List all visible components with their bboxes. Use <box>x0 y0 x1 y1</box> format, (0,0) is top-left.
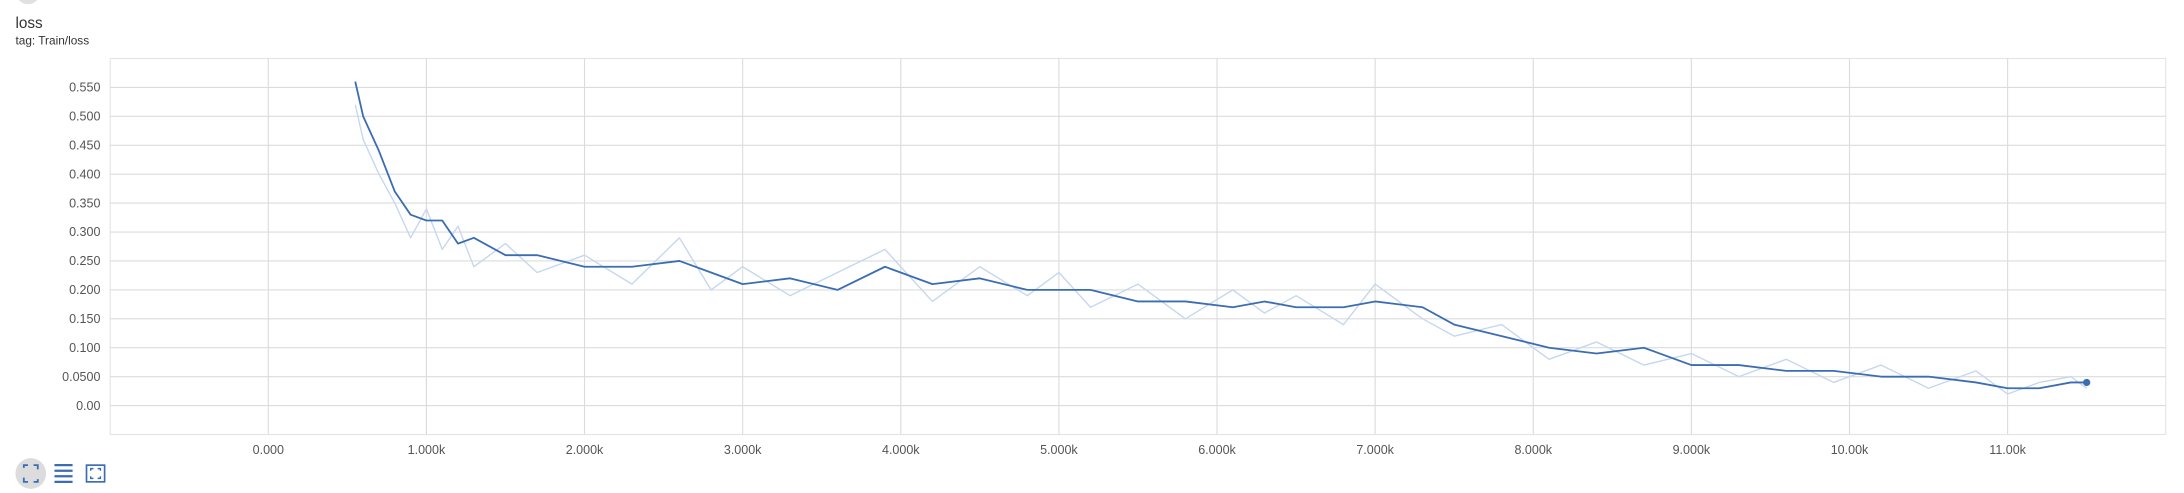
x-tick-label: 4.000k <box>882 443 920 457</box>
top-icon[interactable] <box>15 0 40 5</box>
last-point-marker <box>2083 378 2091 387</box>
y-tick-label: 0.250 <box>69 254 100 268</box>
x-tick-label: 11.00k <box>1989 443 2026 457</box>
x-tick-label: 8.000k <box>1514 443 1552 457</box>
x-tick-label: 2.000k <box>566 443 604 457</box>
x-tick-label: 1.000k <box>408 443 446 457</box>
x-tick-label: 0.000 <box>253 443 284 457</box>
y-tick-label: 0.350 <box>69 196 100 210</box>
expand-icon <box>22 464 39 483</box>
y-tick-label: 0.150 <box>69 312 100 326</box>
x-tick-label: 10.00k <box>1831 443 1869 457</box>
fit-icon <box>89 467 102 480</box>
y-tick-label: 0.400 <box>69 167 100 181</box>
chart-subtitle: tag: Train/loss <box>15 34 89 48</box>
y-tick-label: 0.550 <box>69 81 100 95</box>
expand-button[interactable] <box>15 458 47 489</box>
toolbar <box>15 458 106 489</box>
y-tick-label: 0.100 <box>69 341 100 355</box>
y-tick-label: 0.300 <box>69 225 100 239</box>
chart-title: loss <box>15 15 43 32</box>
raw-line <box>354 104 2088 395</box>
x-tick-label: 6.000k <box>1198 443 1236 457</box>
fit-domain-button[interactable] <box>85 464 106 483</box>
x-tick-label: 7.000k <box>1356 443 1394 457</box>
y-tick-label: 0.0500 <box>62 370 100 384</box>
y-tick-label: 0.200 <box>69 283 100 297</box>
x-tick-label: 9.000k <box>1673 443 1711 457</box>
y-tick-label: 0.500 <box>69 110 100 124</box>
smoothed-line <box>354 81 2087 390</box>
y-tick-label: 0.450 <box>69 138 100 152</box>
x-tick-label: 5.000k <box>1040 443 1078 457</box>
x-tick-label: 3.000k <box>724 443 762 457</box>
data-toggle-button[interactable] <box>54 464 73 483</box>
plot-frame <box>109 57 2167 436</box>
y-tick-label: 0.00 <box>76 399 100 413</box>
